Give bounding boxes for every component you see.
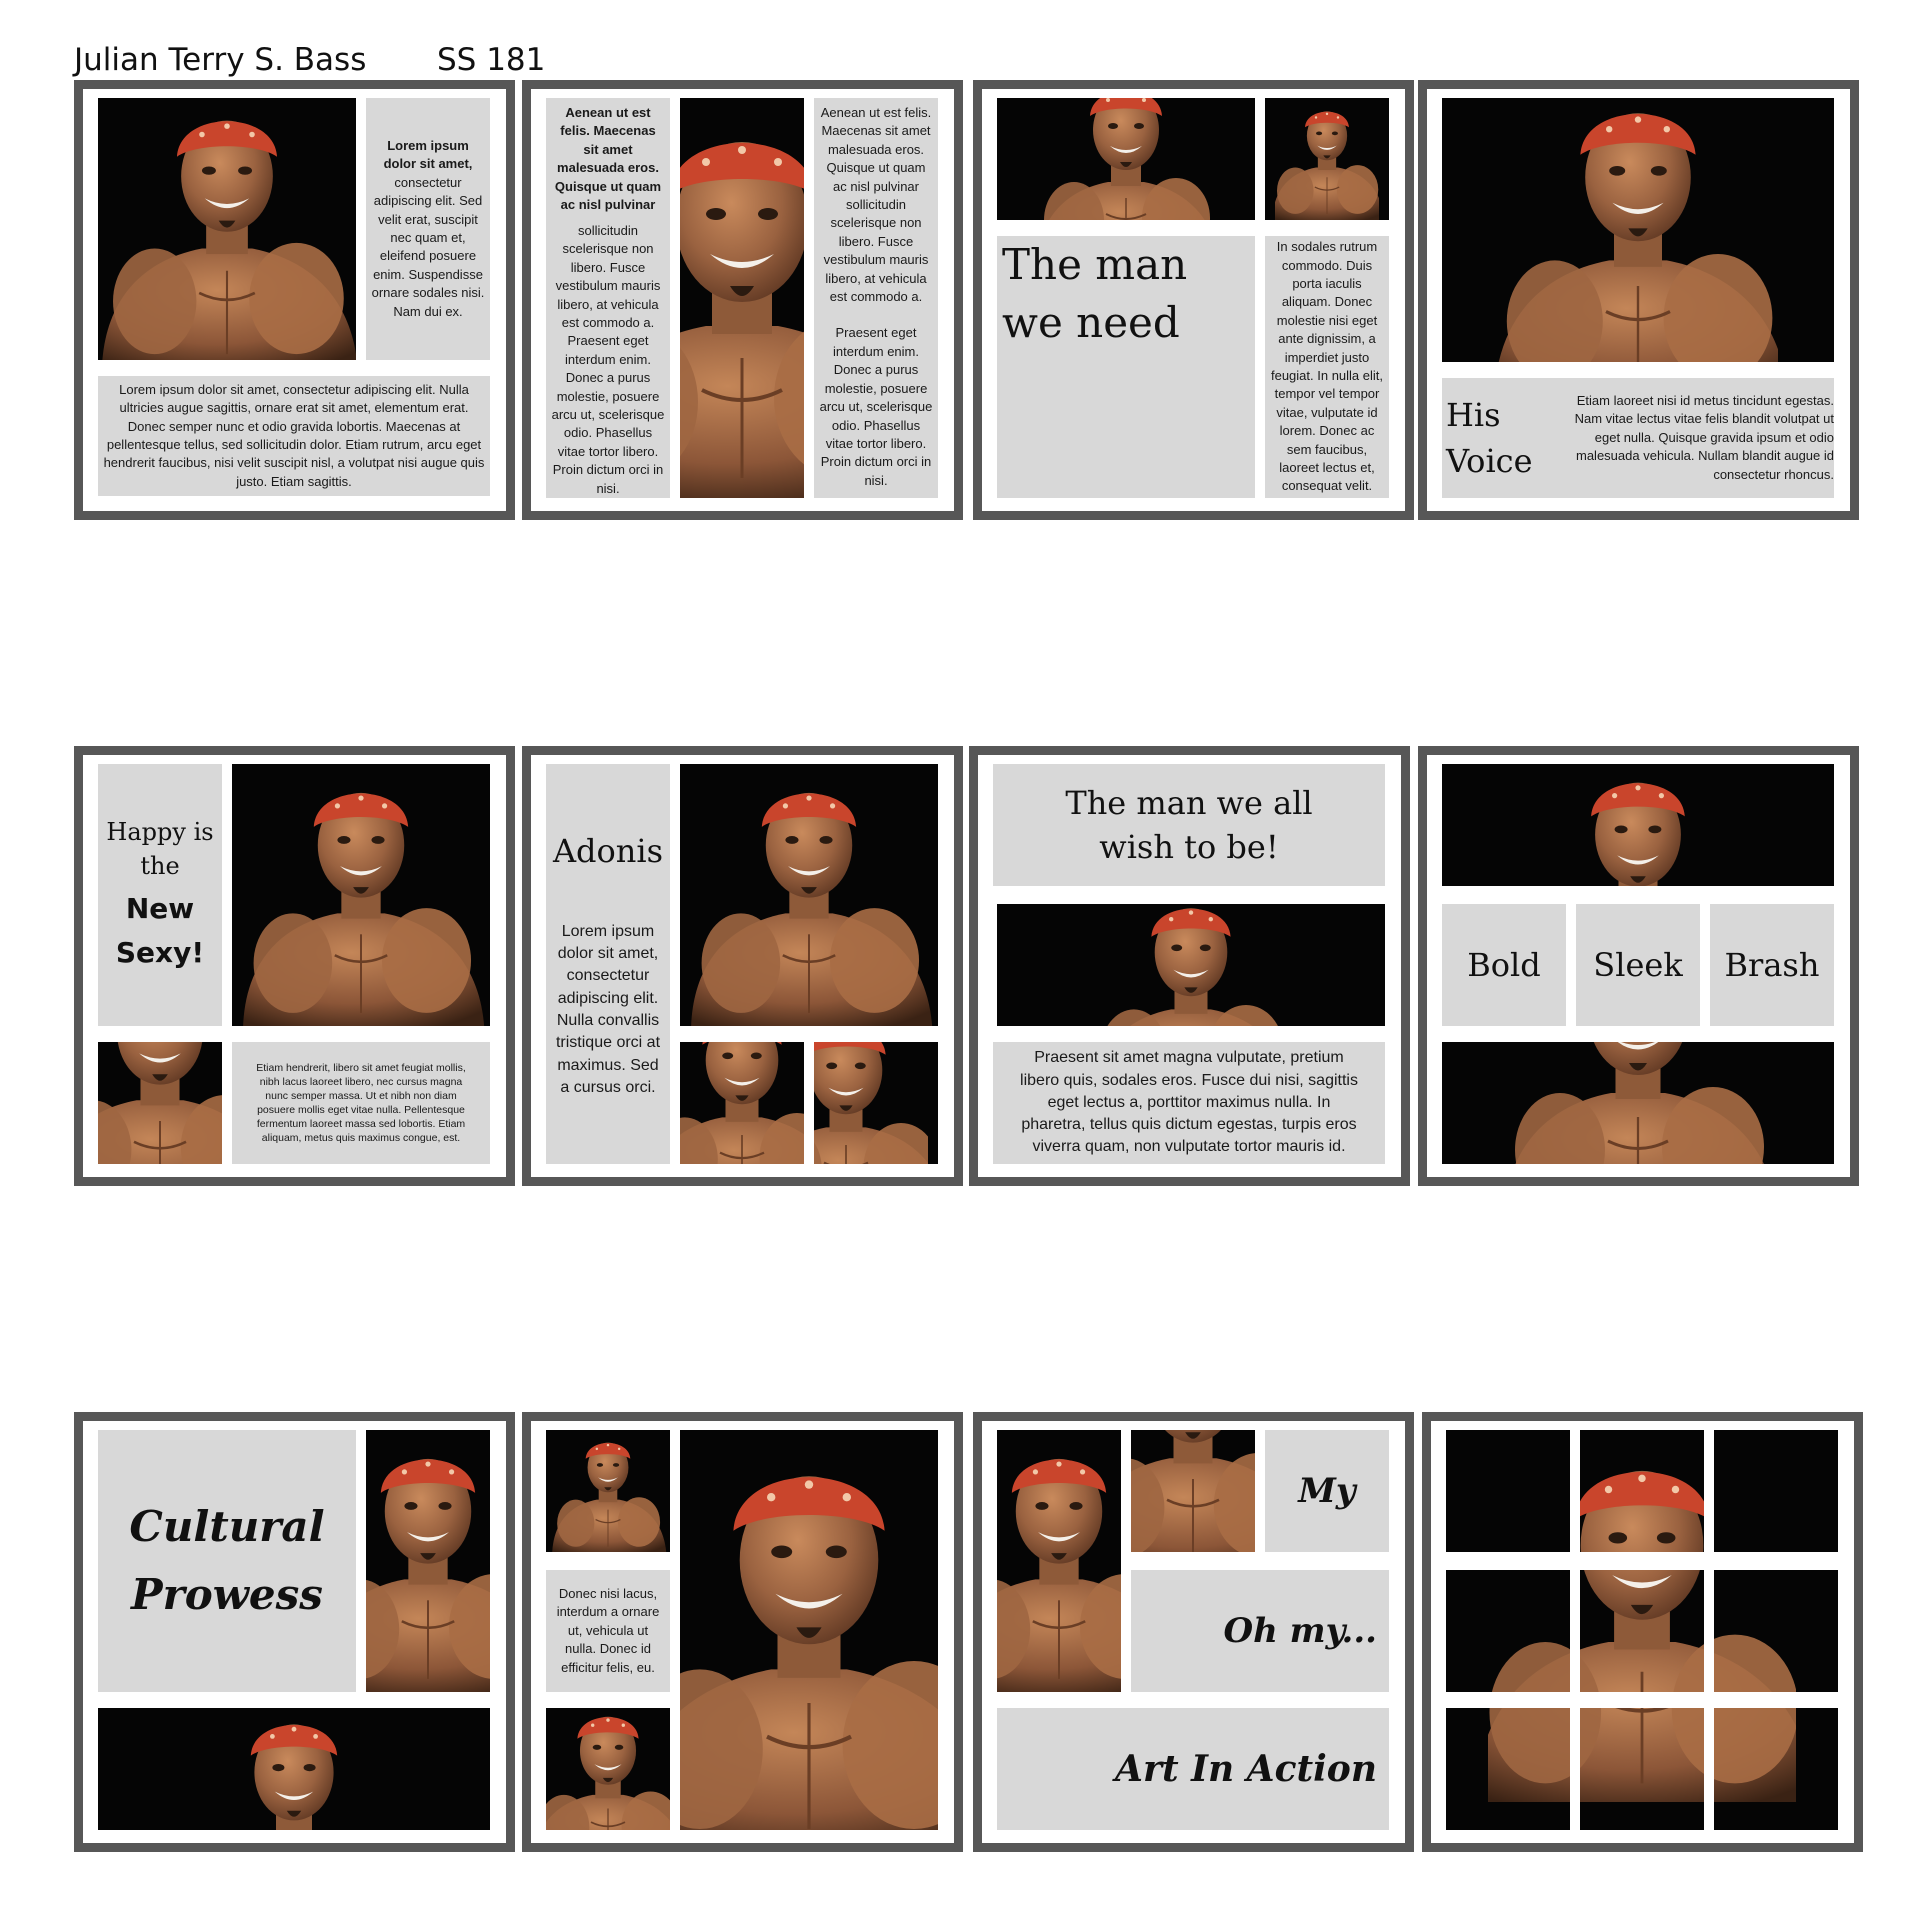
torso-photo — [1131, 1430, 1255, 1552]
heading-line-2: wish to be! — [1099, 828, 1279, 866]
small-photo-top — [546, 1430, 670, 1552]
voice-panel: His Voice Etiam laoreet nisi id metus ti… — [1442, 378, 1834, 498]
left-text: sollicitudin scelerisque non libero. Fus… — [551, 222, 665, 496]
word-oh-my: Oh my... — [1223, 1611, 1377, 1651]
tile-photo-2 — [1580, 1430, 1704, 1552]
right-text-column: Aenean ut est felis. Maecenas sit amet m… — [814, 98, 938, 498]
tile-photo-5 — [1580, 1570, 1704, 1692]
storyboard-card-7: The man we all wish to be! Praesent sit … — [969, 746, 1410, 1186]
adonis-panel: Adonis Lorem ipsum dolor sit amet, conse… — [546, 764, 670, 1164]
word-panel-bold: Bold — [1442, 904, 1566, 1026]
bottom-text-panel: Lorem ipsum dolor sit amet, consectetur … — [98, 376, 490, 496]
heading-line-2: Voice — [1446, 442, 1533, 480]
storyboard-card-5: Happy is the New Sexy! Etiam hendrerit, … — [74, 746, 515, 1186]
tile-photo-6 — [1714, 1570, 1838, 1692]
word-panel-sleek: Sleek — [1576, 904, 1700, 1026]
shoulder-photo — [98, 1042, 222, 1164]
storyboard-card-11: My Oh my... Art In Action — [973, 1412, 1414, 1852]
main-photo — [680, 764, 938, 1026]
author-name: Julian Terry S. Bass — [74, 42, 367, 78]
heading-line-2: Prowess — [131, 1570, 323, 1619]
prowess-panel: Cultural Prowess — [98, 1430, 356, 1692]
storyboard-card-8: Bold Sleek Brash — [1418, 746, 1859, 1186]
tile-photo-1 — [1446, 1430, 1570, 1552]
big-photo — [680, 1430, 938, 1830]
left-text-column: Aenean ut est felis. Maecenas sit amet m… — [546, 98, 670, 498]
storyboard-card-6: Adonis Lorem ipsum dolor sit amet, conse… — [522, 746, 963, 1186]
adonis-text: Lorem ipsum dolor sit amet, consectetur … — [555, 922, 661, 1096]
heading-line-1: The man we all — [1065, 784, 1313, 822]
storyboard-card-2: Aenean ut est felis. Maecenas sit amet m… — [522, 80, 963, 520]
slogan-line-2: the — [140, 852, 180, 880]
side-text-panel: In sodales rutrum commodo. Duis porta ia… — [1265, 236, 1389, 498]
small-text: Donec nisi lacus, interdum a ornare ut, … — [556, 1585, 660, 1675]
storyboard-card-9: Cultural Prowess — [74, 1412, 515, 1852]
banner-photo — [997, 904, 1385, 1026]
slogan-panel: Happy is the New Sexy! — [98, 764, 222, 1026]
storyboard-card-3: The man we need In sodales rutrum commod… — [973, 80, 1414, 520]
closeup-photo — [680, 98, 804, 498]
tall-photo — [997, 1430, 1121, 1692]
slogan-bold-2: Sexy! — [115, 936, 205, 969]
word-bold: Bold — [1467, 946, 1541, 984]
word-my: My — [1298, 1471, 1356, 1511]
portrait-photo — [98, 98, 356, 360]
course-code: SS 181 — [437, 42, 546, 78]
bottom-text-panel: Praesent sit amet magna vulputate, preti… — [993, 1042, 1385, 1164]
left-text-bold: Aenean ut est felis. Maecenas sit amet m… — [554, 105, 662, 213]
hero-photo — [1442, 98, 1834, 362]
word-art-in-action: Art In Action — [1115, 1748, 1377, 1790]
small-text-panel: Etiam hendrerit, libero sit amet feugiat… — [232, 1042, 490, 1164]
slogan-line-1: Happy is — [106, 818, 214, 846]
voice-text: Etiam laoreet nisi id metus tincidunt eg… — [1574, 392, 1834, 482]
small-text: Etiam hendrerit, libero sit amet feugiat… — [256, 1062, 466, 1144]
side-text-bold: Lorem ipsum dolor sit amet, — [383, 137, 473, 172]
slogan-bold-1: New — [125, 892, 195, 925]
my-panel: My — [1265, 1430, 1389, 1552]
tile-photo-3 — [1714, 1430, 1838, 1552]
bottom-text: Lorem ipsum dolor sit amet, consectetur … — [103, 381, 485, 489]
heading-line-1: His — [1446, 396, 1501, 434]
tile-photo-8 — [1580, 1708, 1704, 1830]
word-panel-brash: Brash — [1710, 904, 1834, 1026]
word-brash: Brash — [1724, 946, 1820, 984]
side-text: consectetur adipiscing elit. Sed velit e… — [371, 174, 485, 319]
flex-photo — [232, 764, 490, 1026]
oh-my-panel: Oh my... — [1131, 1570, 1389, 1692]
top-photo — [1442, 764, 1834, 886]
heading-panel: The man we need — [997, 236, 1255, 498]
voice-heading: His Voice — [1446, 392, 1556, 484]
bottom-photo — [1442, 1042, 1834, 1164]
heading-panel: The man we all wish to be! — [993, 764, 1385, 886]
face-photo-left — [680, 1042, 804, 1164]
word-sleek: Sleek — [1593, 946, 1683, 984]
tile-photo-9 — [1714, 1708, 1838, 1830]
storyboard-card-12 — [1422, 1412, 1863, 1852]
small-text-panel: Donec nisi lacus, interdum a ornare ut, … — [546, 1570, 670, 1692]
banner-photo — [98, 1708, 490, 1830]
right-text-2: Praesent eget interdum enim. Donec a pur… — [819, 325, 933, 488]
heading-line-2: we need — [1002, 298, 1180, 347]
tile-photo-7 — [1446, 1708, 1570, 1830]
side-text: In sodales rutrum commodo. Duis porta ia… — [1270, 239, 1384, 494]
side-text-panel: Lorem ipsum dolor sit amet, consectetur … — [366, 98, 490, 360]
wide-photo — [997, 98, 1255, 220]
face-photo-right — [814, 1042, 938, 1164]
heading-line-1: The man — [1002, 240, 1188, 289]
storyboard-card-10: Donec nisi lacus, interdum a ornare ut, … — [522, 1412, 963, 1852]
adonis-heading: Adonis — [552, 831, 664, 870]
heading-line-1: Cultural — [129, 1502, 325, 1551]
bottom-text: Praesent sit amet magna vulputate, preti… — [1020, 1049, 1358, 1156]
storyboard-card-4: His Voice Etiam laoreet nisi id metus ti… — [1418, 80, 1859, 520]
storyboard-card-1: Lorem ipsum dolor sit amet, consectetur … — [74, 80, 515, 520]
tall-photo — [366, 1430, 490, 1692]
small-photo-bottom — [546, 1708, 670, 1830]
art-in-action-panel: Art In Action — [997, 1708, 1389, 1830]
tile-photo-4 — [1446, 1570, 1570, 1692]
small-photo — [1265, 98, 1389, 220]
right-text-1: Aenean ut est felis. Maecenas sit amet m… — [820, 105, 932, 305]
